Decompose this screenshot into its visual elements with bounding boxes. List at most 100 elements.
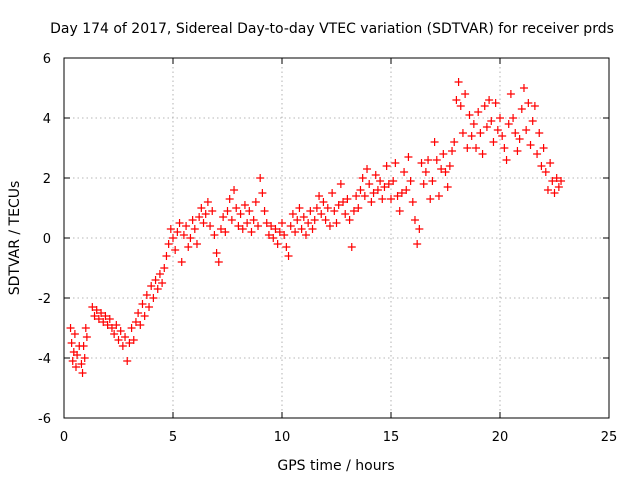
- data-point: [260, 207, 269, 215]
- data-point: [480, 102, 489, 110]
- data-point: [232, 204, 241, 212]
- data-point: [129, 336, 138, 344]
- data-point: [273, 240, 282, 248]
- data-point: [363, 165, 372, 173]
- data-point: [162, 252, 171, 260]
- data-point: [299, 213, 308, 221]
- data-point: [127, 324, 136, 332]
- data-point: [397, 189, 406, 197]
- data-point: [282, 243, 291, 251]
- data-point: [325, 222, 334, 230]
- data-point: [262, 219, 271, 227]
- data-point: [506, 90, 515, 98]
- data-point: [474, 108, 483, 116]
- data-point: [319, 198, 328, 206]
- data-point: [304, 219, 313, 227]
- data-point: [223, 207, 232, 215]
- data-point: [269, 234, 278, 242]
- chart-title: Day 174 of 2017, Sidereal Day-to-day VTE…: [50, 21, 614, 37]
- y-tick-label: 6: [43, 52, 51, 67]
- data-point: [487, 117, 496, 125]
- data-point: [184, 243, 193, 251]
- data-point: [73, 351, 82, 359]
- data-point: [380, 183, 389, 191]
- data-point: [530, 102, 539, 110]
- data-point: [297, 225, 306, 233]
- data-point: [107, 324, 116, 332]
- data-point: [201, 210, 210, 218]
- data-point: [347, 243, 356, 251]
- data-point: [81, 324, 90, 332]
- data-point: [358, 174, 367, 182]
- data-point: [428, 177, 437, 185]
- data-point: [334, 201, 343, 209]
- data-point: [341, 210, 350, 218]
- x-tick-label: 15: [383, 430, 400, 445]
- data-point: [234, 222, 243, 230]
- data-point: [280, 231, 289, 239]
- data-point: [110, 330, 119, 338]
- data-point: [227, 216, 236, 224]
- data-point: [445, 162, 454, 170]
- data-point: [382, 162, 391, 170]
- data-point: [330, 207, 339, 215]
- data-point: [317, 210, 326, 218]
- data-point: [465, 111, 474, 119]
- data-point: [557, 177, 566, 185]
- data-point: [243, 219, 252, 227]
- data-point: [539, 144, 548, 152]
- data-point: [179, 231, 188, 239]
- data-point: [515, 135, 524, 143]
- data-point: [522, 126, 531, 134]
- data-point: [485, 96, 494, 104]
- data-point: [249, 216, 258, 224]
- data-point: [177, 258, 186, 266]
- data-point: [131, 318, 140, 326]
- data-point: [94, 315, 103, 323]
- data-point: [118, 342, 127, 350]
- data-point: [125, 339, 134, 347]
- data-point: [258, 189, 267, 197]
- data-point: [212, 249, 221, 257]
- data-point: [378, 195, 387, 203]
- data-point: [543, 186, 552, 194]
- data-point: [306, 207, 315, 215]
- data-point: [216, 225, 225, 233]
- data-point: [136, 321, 145, 329]
- data-point: [328, 189, 337, 197]
- x-tick-label: 20: [492, 430, 509, 445]
- data-point: [208, 207, 217, 215]
- data-point: [400, 168, 409, 176]
- data-point: [404, 153, 413, 161]
- data-point: [275, 228, 284, 236]
- data-point: [443, 183, 452, 191]
- data-point: [478, 150, 487, 158]
- data-point: [519, 84, 528, 92]
- data-point: [437, 165, 446, 173]
- data-point: [134, 309, 143, 317]
- y-tick-label: 4: [43, 112, 51, 127]
- data-point: [524, 99, 533, 107]
- data-point: [225, 195, 234, 203]
- data-point: [219, 213, 228, 221]
- data-point: [197, 204, 206, 212]
- y-tick-label: -6: [38, 412, 51, 427]
- data-point: [288, 210, 297, 218]
- data-point: [509, 114, 518, 122]
- data-point: [70, 330, 79, 338]
- data-point: [79, 342, 88, 350]
- data-point: [140, 312, 149, 320]
- data-point: [454, 78, 463, 86]
- data-point: [419, 180, 428, 188]
- data-point: [511, 129, 520, 137]
- data-point: [82, 333, 91, 341]
- data-point: [103, 321, 112, 329]
- plot-frame: [63, 57, 610, 419]
- data-point: [513, 147, 522, 155]
- data-point: [88, 303, 97, 311]
- data-point: [291, 228, 300, 236]
- data-point: [498, 132, 507, 140]
- data-point: [373, 186, 382, 194]
- data-point: [448, 147, 457, 155]
